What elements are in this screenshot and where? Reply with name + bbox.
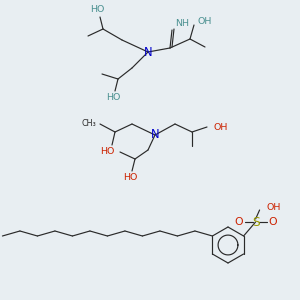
Text: OH: OH xyxy=(267,202,281,211)
Text: S: S xyxy=(252,215,260,229)
Text: OH: OH xyxy=(197,16,212,26)
Text: HO: HO xyxy=(90,5,104,14)
Text: OH: OH xyxy=(213,122,227,131)
Text: O: O xyxy=(234,217,243,227)
Text: NH: NH xyxy=(175,19,189,28)
Text: HO: HO xyxy=(106,94,120,103)
Text: N: N xyxy=(151,128,159,142)
Text: O: O xyxy=(268,217,277,227)
Text: HO: HO xyxy=(123,173,137,182)
Text: CH₃: CH₃ xyxy=(81,118,96,127)
Text: HO: HO xyxy=(100,146,114,155)
Text: N: N xyxy=(144,46,152,59)
